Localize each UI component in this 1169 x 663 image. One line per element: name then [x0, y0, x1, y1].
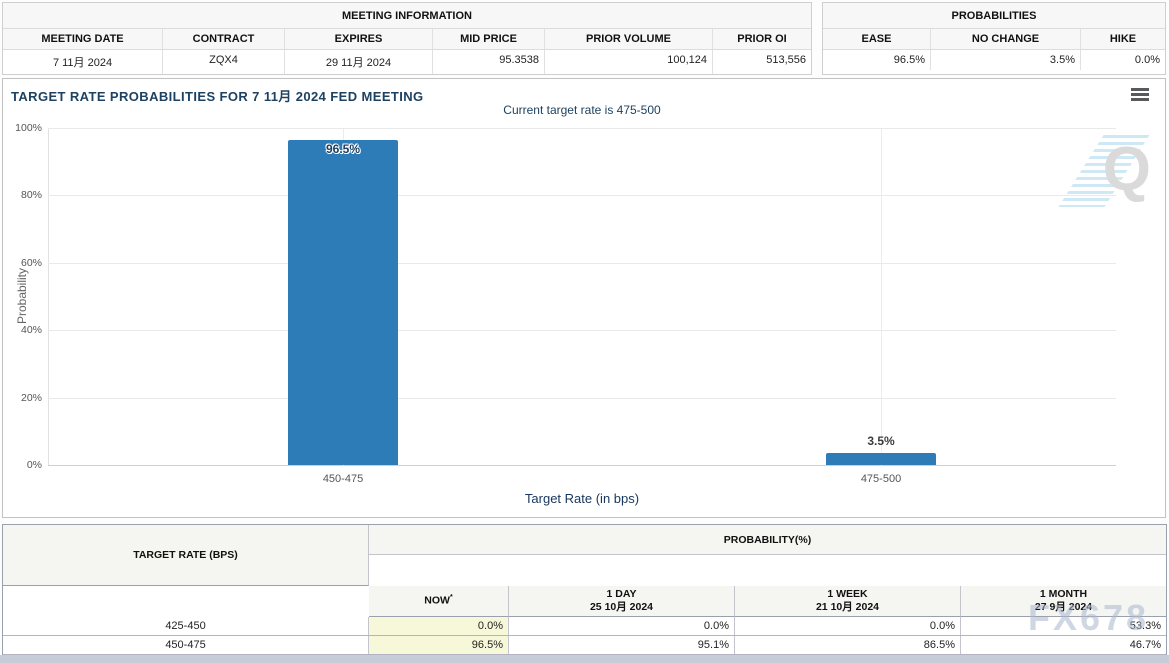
- y-axis-tick-label: 0%: [26, 459, 42, 471]
- chart-plot-area: 0% 20% 40% 60% 80% 100% 96.5% 450-475 3.5% 475-50…: [15, 122, 1116, 485]
- one-month-cell: 46.7%: [1129, 639, 1161, 651]
- gridline: [48, 397, 1116, 399]
- no-change-value: 3.5%: [931, 50, 1081, 70]
- top-summary-area: MEETING INFORMATION MEETING DATE CONTRAC…: [2, 2, 1166, 75]
- bar-value-label: 96.5%: [325, 141, 361, 156]
- meeting-information-title: MEETING INFORMATION: [3, 3, 811, 29]
- contract-header: CONTRACT: [163, 29, 285, 49]
- contract-value: ZQX4: [163, 50, 285, 74]
- table-header-row-2: NOW* 1 DAY 25 10月 2024 1 WEEK 21 10月 202…: [369, 586, 1166, 617]
- bar-value-label: 3.5%: [867, 434, 895, 449]
- gridline: [48, 195, 1116, 197]
- hamburger-menu-icon[interactable]: [1131, 88, 1149, 102]
- quikstrike-q-letter: Q: [1102, 135, 1151, 204]
- one-day-column-header: 1 DAY 25 10月 2024: [509, 586, 735, 617]
- one-week-column-header: 1 WEEK 21 10月 2024: [735, 586, 961, 617]
- prior-oi-header: PRIOR OI: [737, 33, 787, 45]
- y-axis-tick-label: 80%: [20, 189, 42, 202]
- x-axis-category-label: 475-500: [860, 473, 902, 485]
- table-header-row-1: TARGET RATE (BPS) PROBABILITY(%): [3, 525, 1166, 586]
- no-change-header: NO CHANGE: [931, 29, 1081, 49]
- expires-header: EXPIRES: [285, 29, 433, 49]
- table-row: 425-450 0.0% 0.0% 0.0% 53.3%: [3, 617, 1166, 636]
- rate-range-cell: 425-450: [3, 617, 369, 635]
- one-day-cell: 0.0%: [509, 617, 735, 635]
- probability-bar[interactable]: 3.5%: [826, 434, 936, 465]
- prior-oi-value: 513,556: [766, 54, 806, 66]
- one-month-cell: 53.3%: [1129, 620, 1161, 632]
- probability-bar[interactable]: 96.5%: [288, 139, 398, 465]
- expires-value: 29 11月 2024: [285, 50, 433, 74]
- meeting-information-data-row: 7 11月 2024 ZQX4 29 11月 2024 95.3538 100,…: [3, 50, 811, 74]
- probability-history-table: TARGET RATE (BPS) PROBABILITY(%) NOW* 1 …: [2, 524, 1167, 663]
- meeting-date-value: 7 11月 2024: [3, 50, 163, 74]
- ease-value: 96.5%: [823, 50, 931, 70]
- meeting-information-header-row: MEETING DATE CONTRACT EXPIRES MID PRICE …: [3, 29, 811, 50]
- prior-volume-header: PRIOR VOLUME: [545, 29, 713, 49]
- probabilities-header-row: EASE NO CHANGE HIKE: [823, 29, 1165, 50]
- now-column-header: NOW*: [369, 586, 509, 617]
- meeting-date-header: MEETING DATE: [3, 29, 163, 49]
- now-cell: 0.0%: [369, 617, 509, 635]
- chart-title: TARGET RATE PROBABILITIES FOR 7 11月 2024…: [11, 89, 424, 104]
- probabilities-title: PROBABILITIES: [823, 3, 1165, 29]
- y-axis-line: [48, 129, 49, 466]
- y-axis-tick-label: 100%: [15, 122, 42, 134]
- y-axis-title: Probability: [15, 267, 29, 325]
- y-axis-tick-label: 20%: [20, 391, 42, 404]
- x-axis-title: Target Rate (in bps): [524, 491, 640, 506]
- probabilities-summary-table: PROBABILITIES EASE NO CHANGE HIKE 96.5% …: [822, 2, 1166, 75]
- one-day-cell: 95.1%: [509, 636, 735, 654]
- prior-volume-value: 100,124: [545, 50, 713, 74]
- gridline: [48, 128, 1116, 129]
- quikstrike-logo-watermark: Q: [1058, 131, 1151, 211]
- y-axis-tick-label: 60%: [20, 256, 42, 269]
- one-week-cell: 86.5%: [735, 636, 961, 654]
- one-month-column-header: 1 MONTH 27 9月 2024: [961, 586, 1166, 617]
- probabilities-data-row: 96.5% 3.5% 0.0%: [823, 50, 1165, 70]
- target-rate-bps-header: TARGET RATE (BPS): [3, 525, 369, 586]
- one-week-cell: 0.0%: [735, 617, 961, 635]
- chart-subtitle: Current target rate is 475-500: [503, 103, 661, 117]
- table-row: 450-475 96.5% 95.1% 86.5% 46.7%: [3, 636, 1166, 655]
- meeting-information-table: MEETING INFORMATION MEETING DATE CONTRAC…: [2, 2, 812, 75]
- now-cell: 96.5%: [369, 636, 509, 654]
- bottom-edge-strip: [0, 655, 1169, 663]
- ease-header: EASE: [823, 29, 931, 49]
- y-axis-tick-label: 40%: [20, 324, 42, 337]
- gridline: [48, 330, 1116, 332]
- hike-header: HIKE: [1109, 33, 1137, 45]
- mid-price-value: 95.3538: [433, 50, 545, 74]
- rate-range-cell: 450-475: [3, 636, 369, 654]
- probability-group-header: PROBABILITY(%): [369, 525, 1166, 555]
- probability-chart-panel: TARGET RATE PROBABILITIES FOR 7 11月 2024…: [2, 78, 1166, 518]
- hike-value: 0.0%: [1134, 54, 1160, 66]
- gridline: [48, 262, 1116, 264]
- x-axis-line: [48, 465, 1116, 466]
- mid-price-header: MID PRICE: [433, 29, 545, 49]
- x-axis-category-label: 450-475: [322, 473, 364, 485]
- gridline: [881, 129, 882, 466]
